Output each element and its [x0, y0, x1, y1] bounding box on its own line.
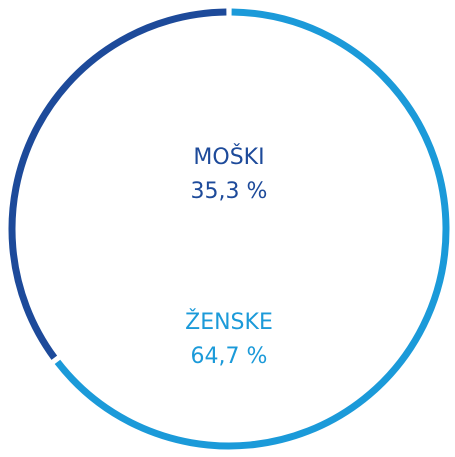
donut-segment [8, 8, 227, 360]
segment-value-label: 35,3 % [191, 179, 268, 204]
donut-segment [54, 8, 450, 450]
segment-value-label: 64,7 % [191, 344, 268, 369]
segment-label: MOŠKI [193, 144, 264, 170]
segment-label: ŽENSKE [185, 309, 273, 335]
